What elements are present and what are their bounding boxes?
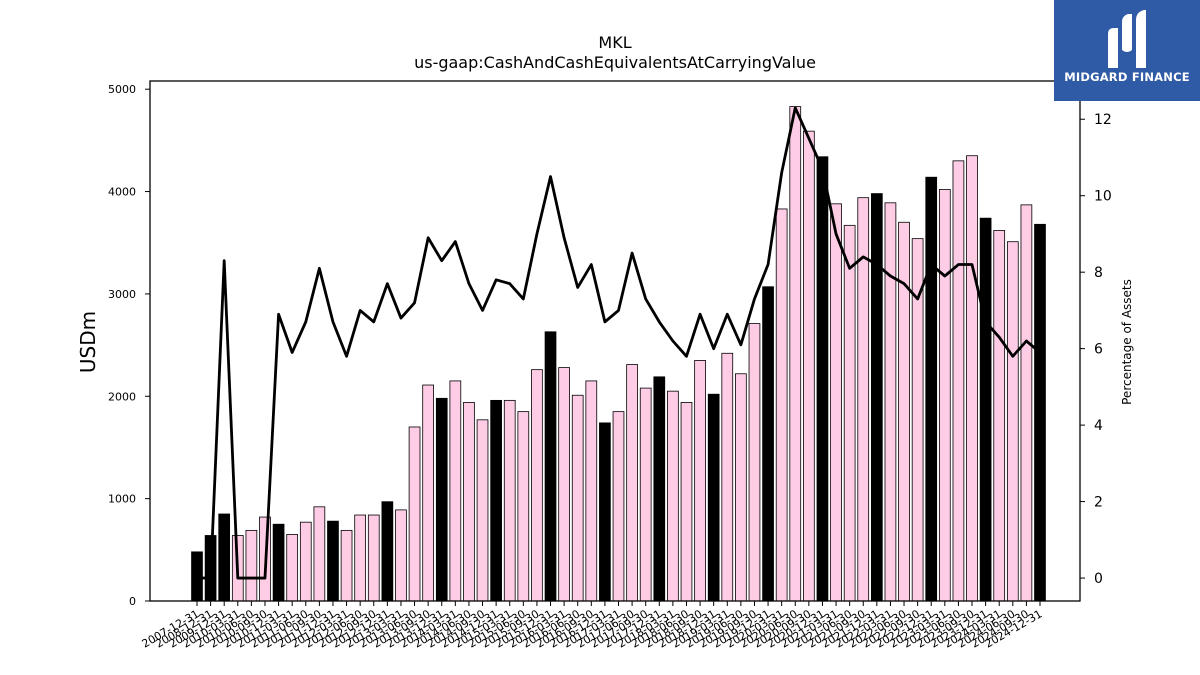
bar-2018-09-30	[694, 360, 706, 602]
percentage-of-assets-line	[197, 106, 1041, 580]
bar-2024-12-31	[1034, 223, 1046, 602]
plot-frame	[149, 80, 1081, 602]
bar-2016-12-31	[599, 422, 611, 602]
bar-2019-09-30	[748, 323, 761, 602]
bar-2013-06-30	[408, 426, 421, 602]
bar-2023-06-30	[952, 160, 965, 602]
bar-2023-12-31	[979, 217, 992, 602]
bar-2021-03-31	[830, 203, 842, 602]
y2-tick-label: 6	[1094, 342, 1103, 358]
bar-2012-03-31	[340, 529, 353, 602]
bar-2020-03-31	[775, 208, 788, 602]
bar-2015-06-30	[517, 411, 530, 602]
y2-tick-label: 8	[1094, 265, 1103, 281]
bar-2022-03-31	[884, 202, 897, 602]
bar-2020-09-30	[803, 130, 815, 602]
percentage-line-group	[197, 106, 1041, 580]
y2-axis-label: Percentage of Assets	[1120, 279, 1134, 405]
x-axis-ticks: 2007-12-312008-12-312009-12-312010-03-31…	[140, 601, 1045, 651]
y-tick-label: 5000	[108, 83, 136, 96]
chart-subtitle: us-gaap:CashAndCashEquivalentsAtCarrying…	[414, 53, 816, 72]
bar-2018-12-31	[707, 393, 720, 602]
y2-tick-label: 2	[1094, 495, 1103, 511]
bar-2011-03-31	[286, 534, 299, 602]
midgard-finance-logo: MIDGARD FINANCE	[1054, 0, 1200, 101]
bar-2017-09-30	[639, 387, 652, 602]
bar-2024-06-30	[1006, 241, 1019, 602]
bar-2015-03-31	[503, 399, 516, 602]
y2-tick-label: 12	[1094, 112, 1112, 128]
bar-2016-09-30	[585, 380, 598, 602]
bar-2024-09-30	[1020, 204, 1033, 602]
bar-2012-12-31	[381, 501, 394, 602]
bar-2017-06-30	[626, 364, 638, 602]
bar-2007-12-31	[191, 551, 203, 602]
bar-2012-06-30	[354, 514, 367, 602]
bar-2011-06-30	[299, 521, 312, 602]
y-tick-label: 3000	[108, 288, 136, 301]
bar-2014-03-31	[449, 380, 462, 602]
y-tick-label: 1000	[108, 493, 136, 506]
bar-2019-03-31	[721, 352, 734, 602]
y-tick-label: 2000	[108, 390, 136, 403]
bar-2014-09-30	[476, 419, 489, 602]
bar-2019-12-31	[762, 286, 774, 602]
y-tick-label: 0	[129, 595, 136, 608]
y-axis-ticks: 0 1000 2000 3000 4000 5000	[108, 83, 150, 608]
logo-text: MIDGARD FINANCE	[1064, 70, 1190, 84]
bar-2023-09-30	[966, 155, 978, 602]
bar-2024-03-31	[993, 230, 1006, 602]
bar-2021-12-31	[871, 193, 883, 602]
y-tick-label: 4000	[108, 186, 136, 199]
bars	[191, 106, 1046, 602]
bar-2015-09-30	[531, 369, 543, 602]
y2-tick-label: 10	[1094, 189, 1112, 205]
bar-2017-03-31	[612, 411, 625, 602]
bar-2011-12-31	[327, 520, 339, 602]
bar-2013-03-31	[395, 509, 407, 602]
bar-2020-06-30	[789, 106, 802, 602]
bar-2014-06-30	[463, 402, 475, 602]
bar-2023-03-31	[938, 189, 951, 602]
bar-2017-12-31	[653, 376, 666, 602]
bar-2012-09-30	[367, 514, 380, 602]
y2-axis-ticks: 0 2 4 6 8 10 12	[1080, 112, 1112, 587]
chart-title: MKL	[598, 33, 631, 52]
bar-2021-06-30	[843, 224, 856, 602]
bar-2009-12-31	[218, 513, 231, 602]
bar-2020-12-31	[816, 156, 829, 602]
bar-2014-12-31	[490, 399, 502, 602]
y-axis-label: USDm	[76, 311, 100, 373]
bar-2022-12-31	[925, 176, 938, 602]
bar-2011-09-30	[313, 506, 326, 602]
bar-2018-06-30	[680, 402, 693, 602]
y2-tick-label: 4	[1094, 418, 1103, 434]
bar-2022-06-30	[898, 221, 910, 602]
bar-2013-09-30	[422, 384, 434, 602]
midgard-logo-icon	[1108, 10, 1146, 68]
bar-2013-12-31	[435, 397, 448, 602]
bar-2010-12-31	[272, 523, 285, 602]
bar-2016-06-30	[571, 394, 584, 602]
bar-2018-03-31	[667, 390, 679, 602]
bar-2010-06-30	[245, 529, 258, 602]
bar-2015-12-31	[544, 331, 557, 602]
y2-tick-label: 0	[1094, 571, 1103, 587]
bar-2019-06-30	[735, 373, 747, 602]
bar-2016-03-31	[558, 367, 570, 602]
